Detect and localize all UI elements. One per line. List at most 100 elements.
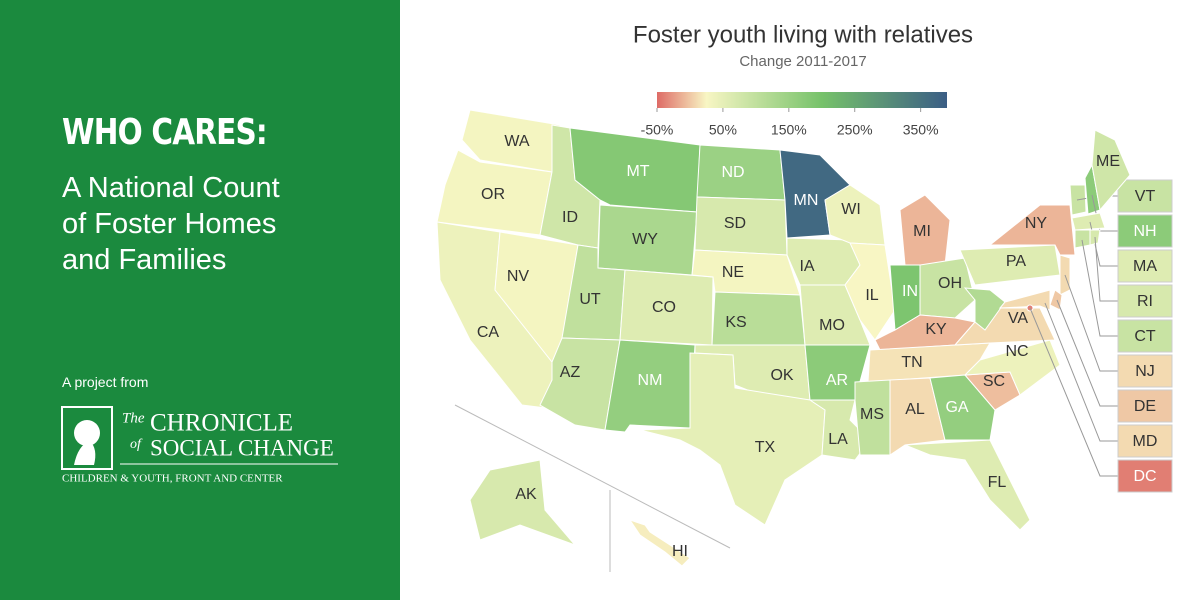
state-label: VA: [1008, 310, 1028, 327]
state: [963, 287, 1006, 331]
state-label: NV: [507, 268, 530, 285]
colorbar-tick-label: 350%: [903, 122, 939, 138]
leader-line: [1029, 307, 1118, 477]
logo-frame: [61, 406, 113, 470]
logo-globe: [74, 420, 100, 446]
state-label: AR: [826, 372, 848, 389]
state-label: KS: [725, 314, 746, 331]
state-label: SC: [983, 373, 1005, 390]
state: [988, 204, 1076, 256]
state-label: OK: [770, 367, 793, 384]
state: [854, 379, 891, 456]
leader-line: [1094, 236, 1118, 302]
colorbar-tick-label: -50%: [641, 122, 674, 138]
state-label: MS: [860, 406, 884, 423]
state: [1071, 212, 1106, 231]
state-label: NM: [638, 372, 663, 389]
state-label: IA: [799, 258, 814, 275]
state-label: KY: [925, 321, 947, 338]
logo-social-change: SOCIAL CHANGE: [150, 435, 334, 460]
state-label: ND: [721, 164, 744, 181]
leader-line: [1056, 299, 1118, 407]
state: [639, 352, 826, 526]
logo-the: The: [122, 410, 145, 426]
state-label: NH: [1133, 223, 1156, 240]
logo: The CHRONICLE of SOCIAL CHANGE CHILDREN …: [61, 406, 338, 485]
state-label: NY: [1025, 215, 1048, 232]
logo-chronicle: CHRONICLE: [150, 410, 293, 437]
state-label: CA: [477, 324, 500, 341]
state: [1091, 129, 1131, 212]
state: [799, 284, 871, 346]
subheading: and Families: [62, 244, 227, 276]
state-label: FL: [988, 474, 1007, 491]
logo-hands: [74, 441, 96, 465]
state-label: CT: [1134, 328, 1156, 345]
state: [469, 459, 577, 547]
chart-title: Foster youth living with relatives: [633, 21, 973, 48]
state-label: LA: [828, 431, 848, 448]
state-label: MD: [1133, 433, 1158, 450]
state: [899, 194, 951, 266]
state-box: [1117, 284, 1173, 318]
state-box: [1117, 179, 1173, 213]
state-label: PA: [1006, 253, 1026, 270]
state-label: ME: [1096, 153, 1120, 170]
leader-line: [1081, 239, 1118, 337]
state-label: MN: [794, 192, 819, 209]
state-label: TX: [755, 439, 776, 456]
state-label: WI: [841, 201, 861, 218]
state-label: ID: [562, 209, 578, 226]
state: [889, 377, 946, 456]
project-label: A project from: [62, 374, 149, 390]
state-box: [1117, 354, 1173, 388]
state-label: AK: [515, 486, 537, 503]
state-label: OH: [938, 275, 962, 292]
state: [628, 519, 691, 567]
colorbar: [657, 92, 947, 108]
state: [919, 257, 976, 319]
state-box: [1117, 424, 1173, 458]
state-label: MI: [913, 223, 931, 240]
states: WA OR CA NV ID MT WY UT CO AZ NM ND SD NE KS OK TX MN IA MO…: [436, 109, 1173, 567]
state-label: DC: [1133, 468, 1156, 485]
state-label: NC: [1005, 343, 1028, 360]
state-label: NJ: [1135, 363, 1155, 380]
state-label: MA: [1133, 258, 1157, 275]
subheading: A National Count: [62, 172, 280, 204]
state-label: SD: [724, 215, 746, 232]
heading: WHO CARES:: [62, 112, 268, 153]
chart-subtitle: Change 2011-2017: [739, 53, 866, 70]
colorbar-tick-label: 250%: [837, 122, 873, 138]
leader-line: [1044, 302, 1118, 442]
state-label: IL: [865, 287, 878, 304]
state-label: UT: [579, 291, 601, 308]
state-label: AL: [905, 401, 925, 418]
state-label: IN: [902, 283, 918, 300]
subheading: of Foster Homes: [62, 208, 277, 240]
state: [998, 289, 1051, 311]
state-label: HI: [672, 543, 688, 560]
logo-of: of: [130, 437, 143, 452]
state-label: CO: [652, 299, 676, 316]
state-label: OR: [481, 186, 505, 203]
state-label: NE: [722, 264, 744, 281]
leader-line: [1064, 274, 1118, 372]
state: [844, 242, 896, 341]
state-box: [1117, 214, 1173, 248]
state-label: DE: [1134, 398, 1156, 415]
state-label: GA: [945, 399, 968, 416]
state-box: [1117, 459, 1173, 493]
state-box: [1117, 319, 1173, 353]
colorbar-tick-label: 50%: [709, 122, 737, 138]
state-label: TN: [901, 354, 922, 371]
state-label: WA: [504, 133, 530, 150]
state-label: WY: [632, 231, 658, 248]
sidebar: WHO CARES: A National Count of Foster Ho…: [0, 0, 400, 600]
state: [786, 237, 861, 286]
state-label: VT: [1135, 188, 1156, 205]
state-label: MO: [819, 317, 845, 334]
state-box: [1117, 389, 1173, 423]
